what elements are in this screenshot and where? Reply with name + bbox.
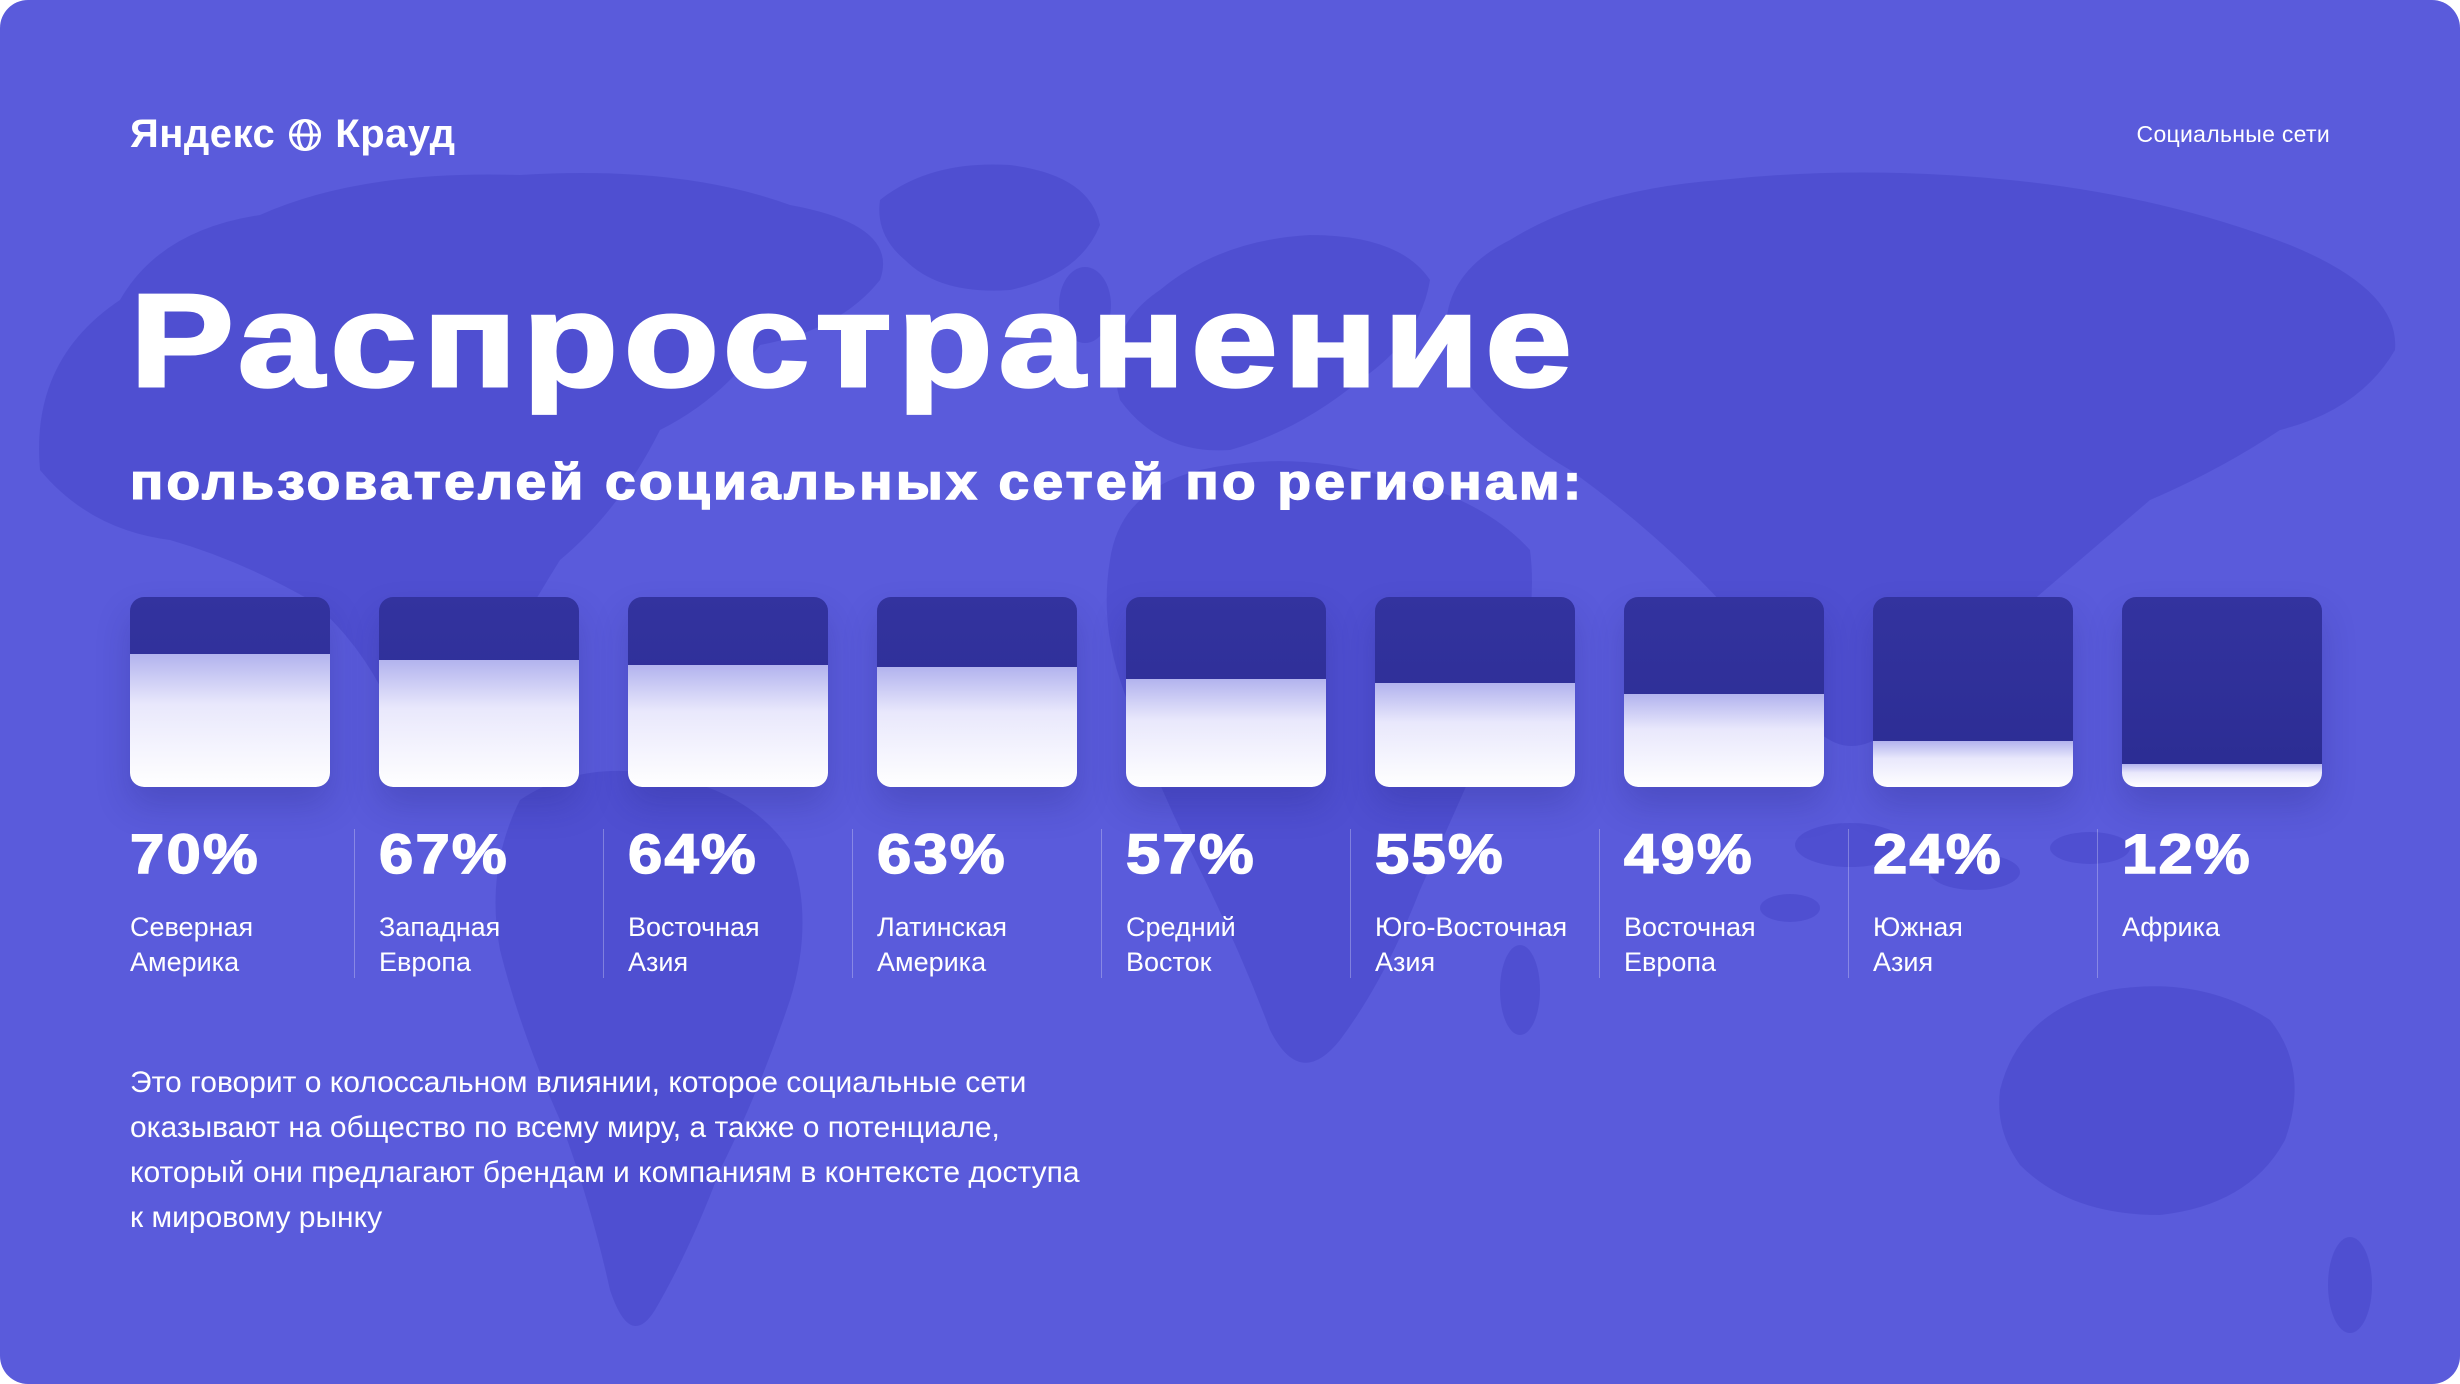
page-title: Распространение [128,267,1578,414]
stat-value: 70% [129,821,260,886]
stat-label: Восточная Азия [628,910,828,980]
stat-label-line1: Восточная [1624,912,1756,942]
stat-value: 63% [876,821,1007,886]
stat-label-line2: Америка [877,947,987,978]
stat-label: Восточная Европа [1624,910,1824,980]
stat-value: 67% [378,821,509,886]
bar-fill [628,665,828,787]
stat-label: Юго-Восточная Азия [1375,910,1575,980]
conclusion-text: Это говорит о колоссальном влиянии, кото… [130,1066,1080,1235]
bar-africa [2122,597,2322,787]
stat-value: 55% [1374,821,1505,886]
stat-label-line2: Восток [1126,947,1212,978]
stat-east-asia: 64% Восточная Азия [603,821,828,980]
stat-value: 64% [627,821,758,886]
page-subtitle: пользователей социальных сетей по регион… [129,453,1585,511]
stat-label: Западная Европа [379,910,579,980]
stat-label-line2: Азия [1375,947,1436,978]
stat-label-line2: Америка [130,947,240,978]
logo-text-yandex: Яндекс [130,112,276,156]
stat-label: Средний Восток [1126,910,1326,980]
top-bar: Яндекс Крауд Социальные сети [130,112,2330,157]
stats-row: 70% Северная Америка 67% Западная Европа… [129,821,2330,980]
bar-north-america [130,597,330,787]
stat-label-line2: Азия [628,947,689,978]
slide-content: Яндекс Крауд Социальные сети Распростран… [128,112,2330,1235]
stat-label-line1: Латинская [877,912,1008,942]
stat-north-america: 70% Северная Америка [129,821,330,980]
stat-label: Южная Азия [1873,910,2073,980]
stat-label-line1: Западная [379,912,501,942]
stat-africa: 12% Африка [2097,821,2322,980]
stat-label-line1: Восточная [628,912,760,942]
stat-label-line1: Африка [2122,912,2221,942]
stat-western-europe: 67% Западная Европа [354,821,579,980]
yandex-crowd-logo: Яндекс Крауд [130,112,456,157]
stat-label-line2: Европа [1624,947,1717,978]
stat-latin-america: 63% Латинская Америка [852,821,1077,980]
stat-label: Латинская Америка [877,910,1077,980]
stat-value: 24% [1872,821,2003,886]
stat-value: 57% [1125,821,1256,886]
stat-label-line1: Южная [1873,912,1963,942]
stat-value: 12% [2121,821,2252,886]
bar-fill [1126,678,1326,787]
stat-middle-east: 57% Средний Восток [1101,821,1326,980]
stat-southeast-asia: 55% Юго-Восточная Азия [1350,821,1575,980]
bar-latin-america [877,597,1077,787]
bar-middle-east [1126,597,1326,787]
topic-tag: Социальные сети [2136,121,2330,147]
stat-label: Северная Америка [130,910,330,980]
bar-eastern-europe [1624,597,1824,787]
bar-fill [130,654,330,787]
bar-south-asia [1873,597,2073,787]
stat-eastern-europe: 49% Восточная Европа [1599,821,1824,980]
bar-fill [2122,764,2322,787]
logo-text-crowd: Крауд [335,112,456,156]
bar-southeast-asia [1375,597,1575,787]
bar-fill [1873,741,2073,787]
stat-value: 49% [1623,821,1754,886]
bar-fill [1375,682,1575,787]
stat-label-line1: Юго-Восточная [1375,912,1568,942]
bar-chart [130,597,2330,787]
bar-fill [877,667,1077,787]
bar-western-europe [379,597,579,787]
stat-label-line1: Северная [130,912,254,942]
globe-grid-icon [287,117,323,153]
bar-fill [1624,693,1824,787]
stat-label-line2: Европа [379,947,472,978]
stat-label-line2: Азия [1873,947,1934,978]
bar-east-asia [628,597,828,787]
stat-label-line1: Средний [1126,912,1236,942]
stat-south-asia: 24% Южная Азия [1848,821,2073,980]
stat-label: Африка [2122,910,2322,945]
bar-fill [379,659,579,787]
